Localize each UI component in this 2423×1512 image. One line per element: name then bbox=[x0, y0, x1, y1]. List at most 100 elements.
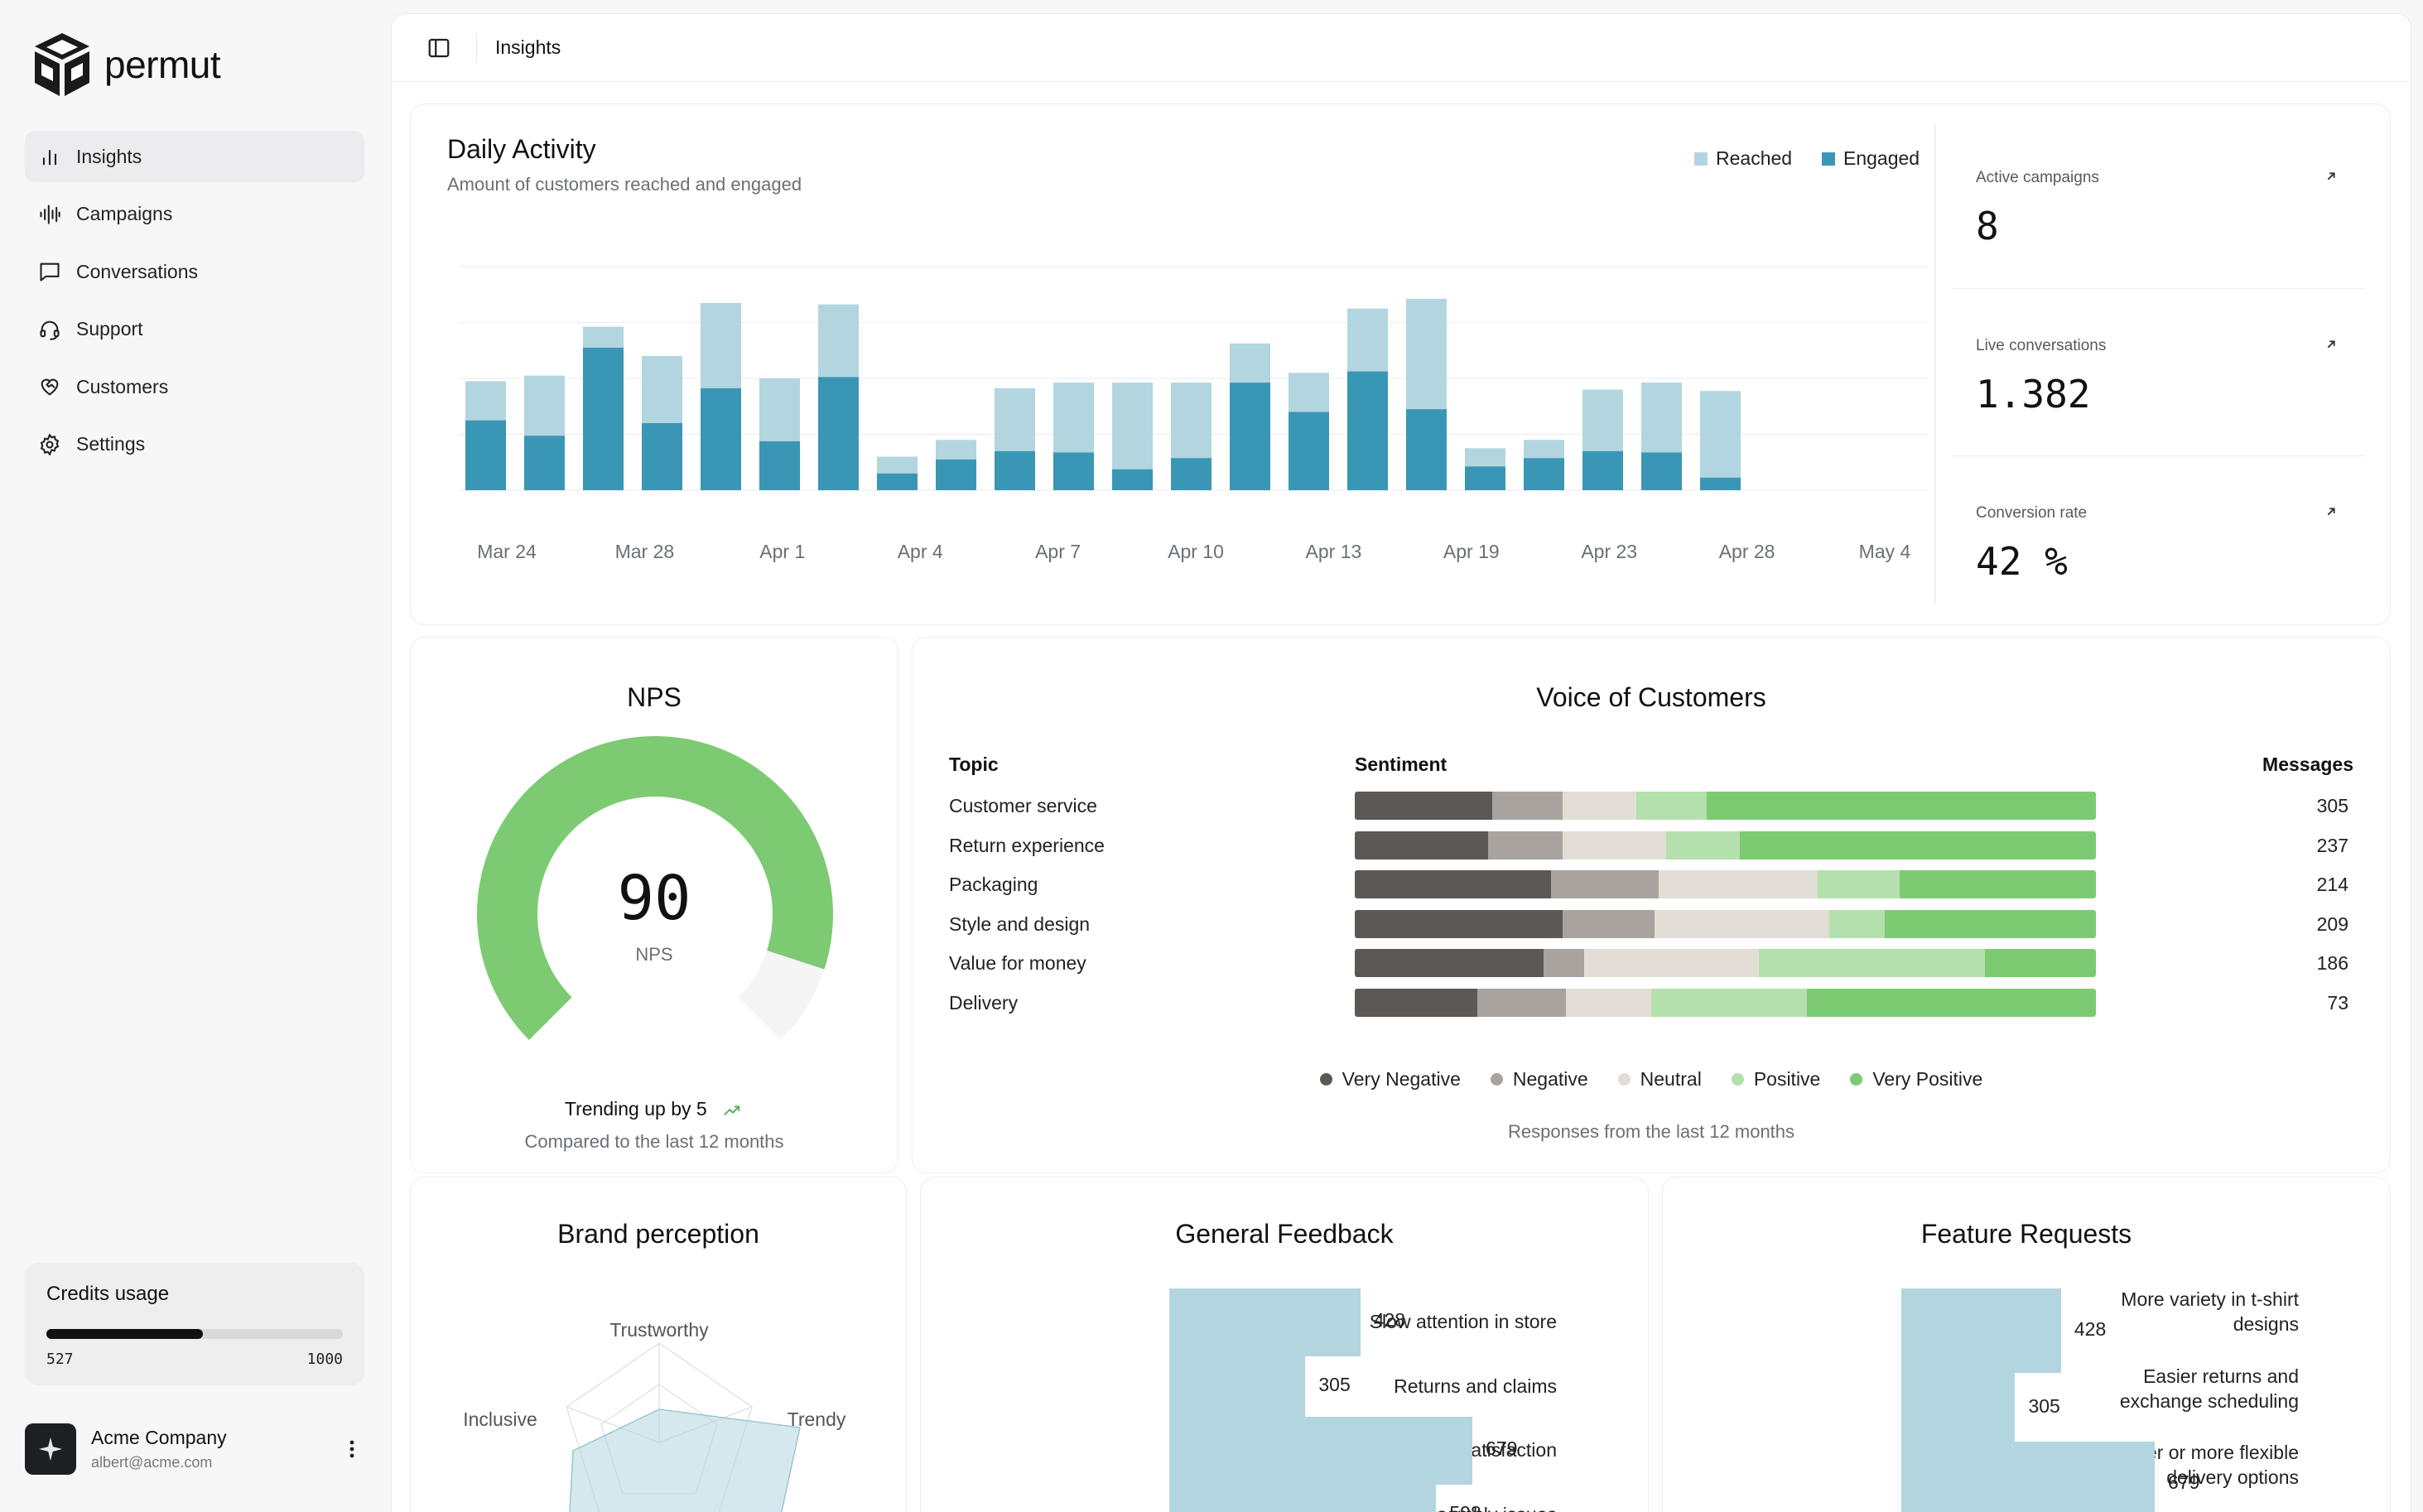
bar[interactable] bbox=[1901, 1365, 2016, 1450]
x-tick-label: Apr 19 bbox=[1443, 541, 1500, 562]
bar-engaged[interactable] bbox=[995, 450, 1035, 490]
bar-reached[interactable] bbox=[524, 375, 565, 436]
bar-engaged[interactable] bbox=[1171, 458, 1212, 490]
metric-label: Active campaigns bbox=[1976, 169, 2099, 186]
bar-engaged[interactable] bbox=[701, 388, 741, 490]
bar-reached[interactable] bbox=[1053, 383, 1094, 453]
bar-reached[interactable] bbox=[1289, 373, 1329, 412]
x-tick-label: Apr 4 bbox=[898, 541, 943, 562]
bar-engaged[interactable] bbox=[1465, 466, 1505, 490]
metric-conversion-rate[interactable]: Conversion rate 42 % bbox=[1951, 455, 2365, 623]
bar-engaged[interactable] bbox=[524, 436, 565, 490]
bar-reached[interactable] bbox=[759, 378, 800, 441]
radar-grid-ring bbox=[566, 1342, 753, 1512]
bar-engaged[interactable] bbox=[465, 420, 506, 490]
bar-engaged[interactable] bbox=[1347, 371, 1388, 490]
message-square-icon bbox=[40, 262, 60, 282]
sentiment-segment bbox=[1758, 949, 1985, 977]
brand-name: permut bbox=[104, 43, 221, 86]
bar-engaged[interactable] bbox=[1230, 383, 1270, 490]
divider bbox=[476, 33, 477, 62]
bar-reached[interactable] bbox=[1582, 389, 1623, 451]
legend-label: Engaged bbox=[1843, 147, 1920, 169]
sentiment-bar bbox=[1355, 988, 2096, 1017]
sidebar-item-label: Customers bbox=[76, 375, 169, 397]
bar-reached[interactable] bbox=[1465, 448, 1505, 467]
bar-reached[interactable] bbox=[1406, 298, 1447, 410]
voc-row[interactable]: Packaging 214 bbox=[949, 870, 2348, 903]
bar-engaged[interactable] bbox=[583, 347, 624, 490]
bar-engaged[interactable] bbox=[1289, 412, 1329, 491]
x-tick-label: Mar 28 bbox=[615, 541, 675, 562]
bar-reached[interactable] bbox=[1700, 391, 1741, 478]
sidebar-toggle-button[interactable] bbox=[425, 34, 453, 62]
bar-reached[interactable] bbox=[701, 302, 741, 388]
bar-reached[interactable] bbox=[1524, 440, 1564, 459]
bar-engaged[interactable] bbox=[877, 473, 918, 490]
sentiment-segment bbox=[1488, 831, 1563, 860]
bar-reached[interactable] bbox=[1171, 383, 1212, 459]
metric-live-conversations[interactable]: Live conversations 1.382 bbox=[1951, 288, 2365, 455]
account-switcher[interactable]: Acme Company albert@acme.com bbox=[25, 1420, 364, 1478]
x-tick-label: May 4 bbox=[1859, 541, 1911, 562]
bar[interactable] bbox=[1169, 1352, 1306, 1421]
bar-reached[interactable] bbox=[642, 356, 682, 423]
voc-row[interactable]: Customer service 305 bbox=[949, 792, 2348, 825]
brand-logo[interactable]: permut bbox=[30, 30, 221, 99]
bar[interactable] bbox=[1901, 1442, 2155, 1512]
bar-reached[interactable] bbox=[1230, 343, 1270, 383]
divider bbox=[1934, 124, 1936, 604]
bar-label-line: delivery options bbox=[2166, 1466, 2299, 1488]
sidebar-item-insights[interactable]: Insights bbox=[25, 131, 364, 182]
nps-trend-text: Trending up by 5 bbox=[564, 1098, 707, 1120]
sentiment-segment bbox=[1818, 870, 1900, 898]
bar-engaged[interactable] bbox=[1053, 452, 1094, 490]
legend-dot bbox=[1319, 1073, 1332, 1086]
bar-reached[interactable] bbox=[583, 326, 624, 348]
bar-reached[interactable] bbox=[465, 381, 506, 421]
bar-engaged[interactable] bbox=[1641, 452, 1682, 490]
sidebar-item-settings[interactable]: Settings bbox=[25, 419, 364, 470]
bar-reached[interactable] bbox=[877, 456, 918, 474]
voc-row[interactable]: Return experience 237 bbox=[949, 831, 2348, 864]
bar-engaged[interactable] bbox=[1112, 469, 1153, 490]
sidebar-item-customers[interactable]: Customers bbox=[25, 361, 364, 412]
bar-label: Easier returns and exchange scheduling bbox=[2120, 1364, 2299, 1413]
x-tick-label: Mar 24 bbox=[477, 541, 537, 562]
bar-engaged[interactable] bbox=[818, 377, 859, 490]
voc-row[interactable]: Delivery 73 bbox=[949, 988, 2348, 1022]
voc-row[interactable]: Value for money 186 bbox=[949, 949, 2348, 982]
bar-engaged[interactable] bbox=[1582, 450, 1623, 490]
x-tick-label: Apr 28 bbox=[1719, 541, 1775, 562]
sentiment-bar bbox=[1355, 870, 2096, 898]
bar-reached[interactable] bbox=[1112, 383, 1153, 469]
bar[interactable] bbox=[1169, 1481, 1437, 1512]
bar-engaged[interactable] bbox=[936, 459, 976, 490]
bar[interactable] bbox=[1901, 1288, 2061, 1373]
sidebar-item-conversations[interactable]: Conversations bbox=[25, 246, 364, 297]
bar-reached[interactable] bbox=[936, 440, 976, 460]
credits-title: Credits usage bbox=[46, 1283, 170, 1305]
sentiment-segment bbox=[1491, 792, 1563, 820]
voc-topic: Value for money bbox=[949, 952, 1086, 974]
bar-engaged[interactable] bbox=[1406, 409, 1447, 490]
bar-engaged[interactable] bbox=[759, 441, 800, 490]
metric-active-campaigns[interactable]: Active campaigns 8 bbox=[1951, 121, 2365, 288]
bar-value: 679 bbox=[1486, 1437, 1518, 1459]
voc-row[interactable]: Style and design 209 bbox=[949, 909, 2348, 943]
more-options-button[interactable] bbox=[340, 1433, 364, 1466]
bar-reached[interactable] bbox=[818, 304, 859, 378]
bar-engaged[interactable] bbox=[642, 423, 682, 490]
bar-engaged[interactable] bbox=[1700, 477, 1741, 490]
bar-label: Assembly issues bbox=[1415, 1502, 1557, 1512]
sidebar-item-campaigns[interactable]: Campaigns bbox=[25, 189, 364, 240]
bar-engaged[interactable] bbox=[1524, 458, 1564, 490]
bar-reached[interactable] bbox=[1347, 308, 1388, 372]
bar[interactable] bbox=[1169, 1288, 1361, 1356]
bar[interactable] bbox=[1169, 1417, 1472, 1485]
arrow-up-right-icon bbox=[2327, 172, 2335, 181]
bar-reached[interactable] bbox=[995, 388, 1035, 451]
sidebar-item-support[interactable]: Support bbox=[25, 304, 364, 355]
sentiment-segment bbox=[1899, 870, 2096, 898]
bar-reached[interactable] bbox=[1641, 383, 1682, 453]
